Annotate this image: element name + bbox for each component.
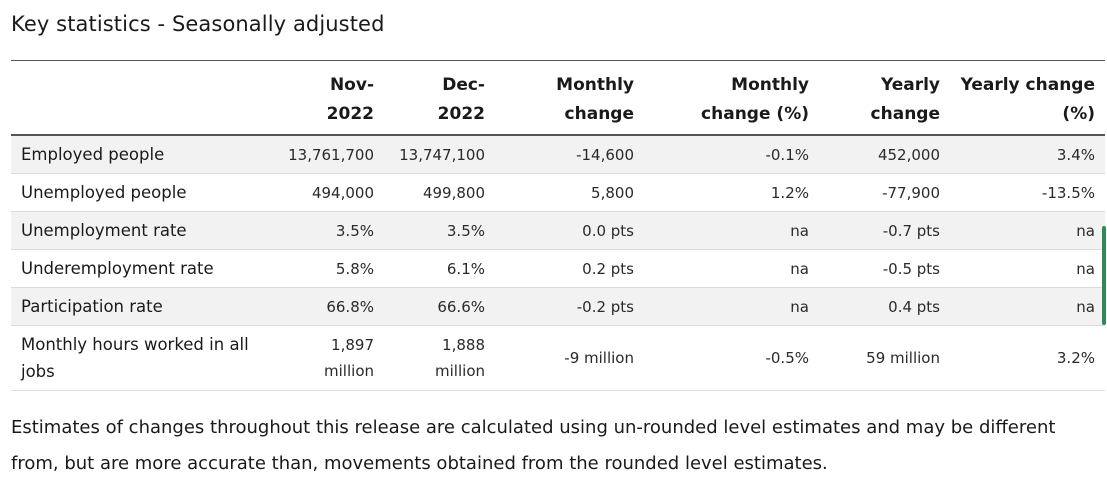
table-header-row: Nov- 2022 Dec- 2022 Monthly change Month… [11,60,1105,136]
cell-dec-2022: 499,800 [384,173,495,212]
table-row: Unemployed people 494,000 499,800 5,800 … [11,173,1105,212]
cell-nov-2022: 1,897 million [269,325,384,391]
header-yearly-change: Yearly change [819,60,950,136]
row-label: Employed people [11,135,269,174]
cell-nov-2022: 66.8% [269,287,384,326]
table-row: Employed people 13,761,700 13,747,100 -1… [11,135,1105,174]
cell-nov-2022: 494,000 [269,173,384,212]
cell-yearly-change-pct: 3.4% [950,135,1105,174]
cell-yearly-change: 59 million [819,325,950,391]
row-label: Unemployment rate [11,211,269,250]
header-nov-2022: Nov- 2022 [269,60,384,136]
header-monthly-change-pct: Monthly change (%) [644,60,819,136]
cell-monthly-change: -0.2 pts [495,287,644,326]
cell-monthly-change-pct: na [644,211,819,250]
cell-monthly-change: 0.2 pts [495,249,644,288]
cell-yearly-change-pct: -13.5% [950,173,1105,212]
cell-yearly-change-pct: na [950,249,1105,288]
key-statistics-table: Nov- 2022 Dec- 2022 Monthly change Month… [11,60,1105,391]
cell-monthly-change: -14,600 [495,135,644,174]
cell-dec-2022: 66.6% [384,287,495,326]
cell-dec-2022: 3.5% [384,211,495,250]
cell-yearly-change: -0.7 pts [819,211,950,250]
row-label: Participation rate [11,287,269,326]
cell-monthly-change-pct: 1.2% [644,173,819,212]
cell-monthly-change-pct: na [644,249,819,288]
cell-yearly-change: -77,900 [819,173,950,212]
cell-nov-2022: 13,761,700 [269,135,384,174]
cell-monthly-change: -9 million [495,325,644,391]
cell-yearly-change: 452,000 [819,135,950,174]
scroll-indicator[interactable] [1102,226,1106,325]
table-row: Monthly hours worked in all jobs 1,897 m… [11,325,1105,391]
cell-dec-2022: 6.1% [384,249,495,288]
cell-nov-2022: 5.8% [269,249,384,288]
table-row: Unemployment rate 3.5% 3.5% 0.0 pts na -… [11,211,1105,250]
cell-monthly-change-pct: -0.1% [644,135,819,174]
header-monthly-change: Monthly change [495,60,644,136]
row-label: Unemployed people [11,173,269,212]
cell-yearly-change-pct: 3.2% [950,325,1105,391]
cell-dec-2022: 13,747,100 [384,135,495,174]
table-row: Underemployment rate 5.8% 6.1% 0.2 pts n… [11,249,1105,288]
cell-yearly-change: 0.4 pts [819,287,950,326]
table-row: Participation rate 66.8% 66.6% -0.2 pts … [11,287,1105,326]
cell-monthly-change: 5,800 [495,173,644,212]
cell-monthly-change-pct: -0.5% [644,325,819,391]
header-dec-2022: Dec- 2022 [384,60,495,136]
cell-monthly-change-pct: na [644,287,819,326]
footnote-text: Estimates of changes throughout this rel… [11,417,1056,474]
cell-dec-2022: 1,888 million [384,325,495,391]
cell-yearly-change-pct: na [950,211,1105,250]
cell-monthly-change: 0.0 pts [495,211,644,250]
cell-nov-2022: 3.5% [269,211,384,250]
cell-yearly-change: -0.5 pts [819,249,950,288]
header-yearly-change-pct: Yearly change (%) [950,60,1105,136]
row-label: Monthly hours worked in all jobs [11,325,269,391]
page-title: Key statistics - Seasonally adjusted [11,12,385,36]
header-indicator [11,60,269,136]
key-statistics-table-container: Nov- 2022 Dec- 2022 Monthly change Month… [11,60,1105,391]
cell-yearly-change-pct: na [950,287,1105,326]
row-label: Underemployment rate [11,249,269,288]
